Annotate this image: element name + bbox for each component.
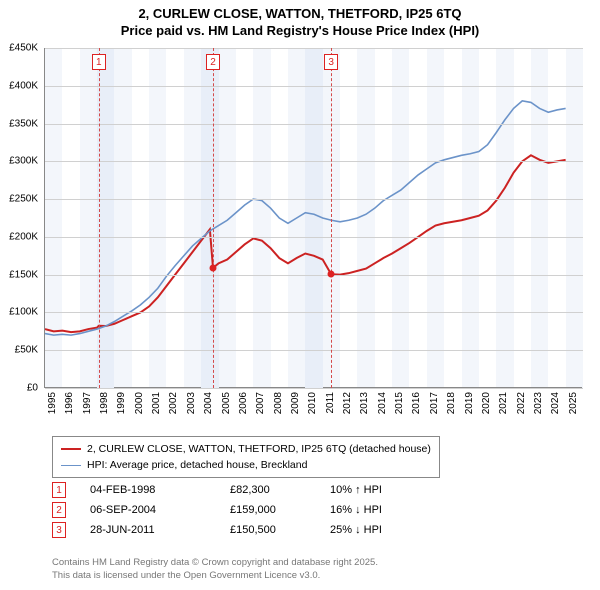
sales-row-3: 3 28-JUN-2011 £150,500 25% ↓ HPI	[52, 520, 440, 540]
x-axis-label: 2019	[464, 392, 475, 422]
sales-row-1: 1 04-FEB-1998 £82,300 10% ↑ HPI	[52, 480, 440, 500]
chart-title-block: 2, CURLEW CLOSE, WATTON, THETFORD, IP25 …	[0, 0, 600, 38]
sale-date-3: 28-JUN-2011	[90, 524, 230, 536]
y-axis-label: £200K	[0, 231, 38, 242]
y-axis-label: £300K	[0, 156, 38, 167]
line-series-svg	[45, 48, 583, 388]
y-axis-label: £250K	[0, 194, 38, 205]
x-axis-label: 2007	[255, 392, 266, 422]
x-axis-label: 2016	[411, 392, 422, 422]
sale-marker-2: 2	[52, 502, 66, 518]
sale-pct-3: 25% ↓ HPI	[330, 524, 440, 536]
x-axis-label: 2025	[568, 392, 579, 422]
x-axis-label: 2003	[186, 392, 197, 422]
x-axis-label: 2024	[550, 392, 561, 422]
sale-pct-2: 16% ↓ HPI	[330, 504, 440, 516]
event-marker-1: 1	[92, 54, 106, 70]
gridline	[45, 388, 583, 389]
x-axis-label: 1996	[64, 392, 75, 422]
sale-dot	[209, 264, 216, 271]
y-axis-label: £450K	[0, 43, 38, 54]
event-line	[99, 48, 100, 388]
y-axis-label: £100K	[0, 307, 38, 318]
x-axis-label: 2012	[342, 392, 353, 422]
x-axis-label: 2000	[134, 392, 145, 422]
x-axis-label: 2001	[151, 392, 162, 422]
legend-row-series2: HPI: Average price, detached house, Brec…	[61, 457, 431, 473]
series-hpi	[45, 101, 566, 335]
x-axis-label: 1998	[99, 392, 110, 422]
gridline	[45, 124, 583, 125]
legend-swatch-price-paid	[61, 448, 81, 450]
legend-box: 2, CURLEW CLOSE, WATTON, THETFORD, IP25 …	[52, 436, 440, 478]
x-axis-label: 1995	[47, 392, 58, 422]
sale-pct-1: 10% ↑ HPI	[330, 484, 440, 496]
legend-swatch-hpi	[61, 465, 81, 466]
y-axis-label: £0	[0, 383, 38, 394]
chart-area: 123 £0£50K£100K£150K£200K£250K£300K£350K…	[44, 48, 582, 420]
plot-region: 1 2 3	[44, 48, 582, 388]
title-line-1: 2, CURLEW CLOSE, WATTON, THETFORD, IP25 …	[0, 6, 600, 21]
sale-date-1: 04-FEB-1998	[90, 484, 230, 496]
gridline	[45, 48, 583, 49]
gridline	[45, 199, 583, 200]
legend-label-hpi: HPI: Average price, detached house, Brec…	[87, 457, 307, 473]
sale-dot	[328, 271, 335, 278]
legend-row-series1: 2, CURLEW CLOSE, WATTON, THETFORD, IP25 …	[61, 441, 431, 457]
sales-table: 1 04-FEB-1998 £82,300 10% ↑ HPI 2 06-SEP…	[52, 480, 440, 540]
series-price_paid	[45, 155, 566, 332]
x-axis-label: 2013	[359, 392, 370, 422]
x-axis-label: 2009	[290, 392, 301, 422]
sales-row-2: 2 06-SEP-2004 £159,000 16% ↓ HPI	[52, 500, 440, 520]
sale-price-1: £82,300	[230, 484, 330, 496]
gridline	[45, 161, 583, 162]
x-axis-label: 2023	[533, 392, 544, 422]
event-marker-3: 3	[324, 54, 338, 70]
title-line-2: Price paid vs. HM Land Registry's House …	[0, 23, 600, 38]
gridline	[45, 275, 583, 276]
event-line	[331, 48, 332, 388]
sale-marker-3: 3	[52, 522, 66, 538]
x-axis-label: 2005	[221, 392, 232, 422]
event-marker-2: 2	[206, 54, 220, 70]
x-axis-label: 2018	[446, 392, 457, 422]
x-axis-label: 1999	[116, 392, 127, 422]
x-axis-label: 2002	[168, 392, 179, 422]
sale-date-2: 06-SEP-2004	[90, 504, 230, 516]
gridline	[45, 312, 583, 313]
footer-line-2: This data is licensed under the Open Gov…	[52, 569, 378, 582]
y-axis-label: £400K	[0, 80, 38, 91]
sale-price-3: £150,500	[230, 524, 330, 536]
y-axis-label: £50K	[0, 345, 38, 356]
gridline	[45, 237, 583, 238]
footer-line-1: Contains HM Land Registry data © Crown c…	[52, 556, 378, 569]
x-axis-label: 2008	[273, 392, 284, 422]
gridline	[45, 86, 583, 87]
x-axis-label: 2020	[481, 392, 492, 422]
x-axis-label: 2021	[498, 392, 509, 422]
legend-label-price-paid: 2, CURLEW CLOSE, WATTON, THETFORD, IP25 …	[87, 441, 431, 457]
gridline	[45, 350, 583, 351]
y-axis-label: £150K	[0, 269, 38, 280]
x-axis-label: 2014	[377, 392, 388, 422]
footer-attribution: Contains HM Land Registry data © Crown c…	[52, 556, 378, 582]
x-axis-label: 2011	[325, 392, 336, 422]
x-axis-label: 1997	[82, 392, 93, 422]
y-axis-label: £350K	[0, 118, 38, 129]
x-axis-label: 2022	[516, 392, 527, 422]
sale-marker-1: 1	[52, 482, 66, 498]
event-line	[213, 48, 214, 388]
x-axis-label: 2010	[307, 392, 318, 422]
x-axis-label: 2004	[203, 392, 214, 422]
sale-price-2: £159,000	[230, 504, 330, 516]
x-axis-label: 2006	[238, 392, 249, 422]
x-axis-label: 2015	[394, 392, 405, 422]
x-axis-label: 2017	[429, 392, 440, 422]
